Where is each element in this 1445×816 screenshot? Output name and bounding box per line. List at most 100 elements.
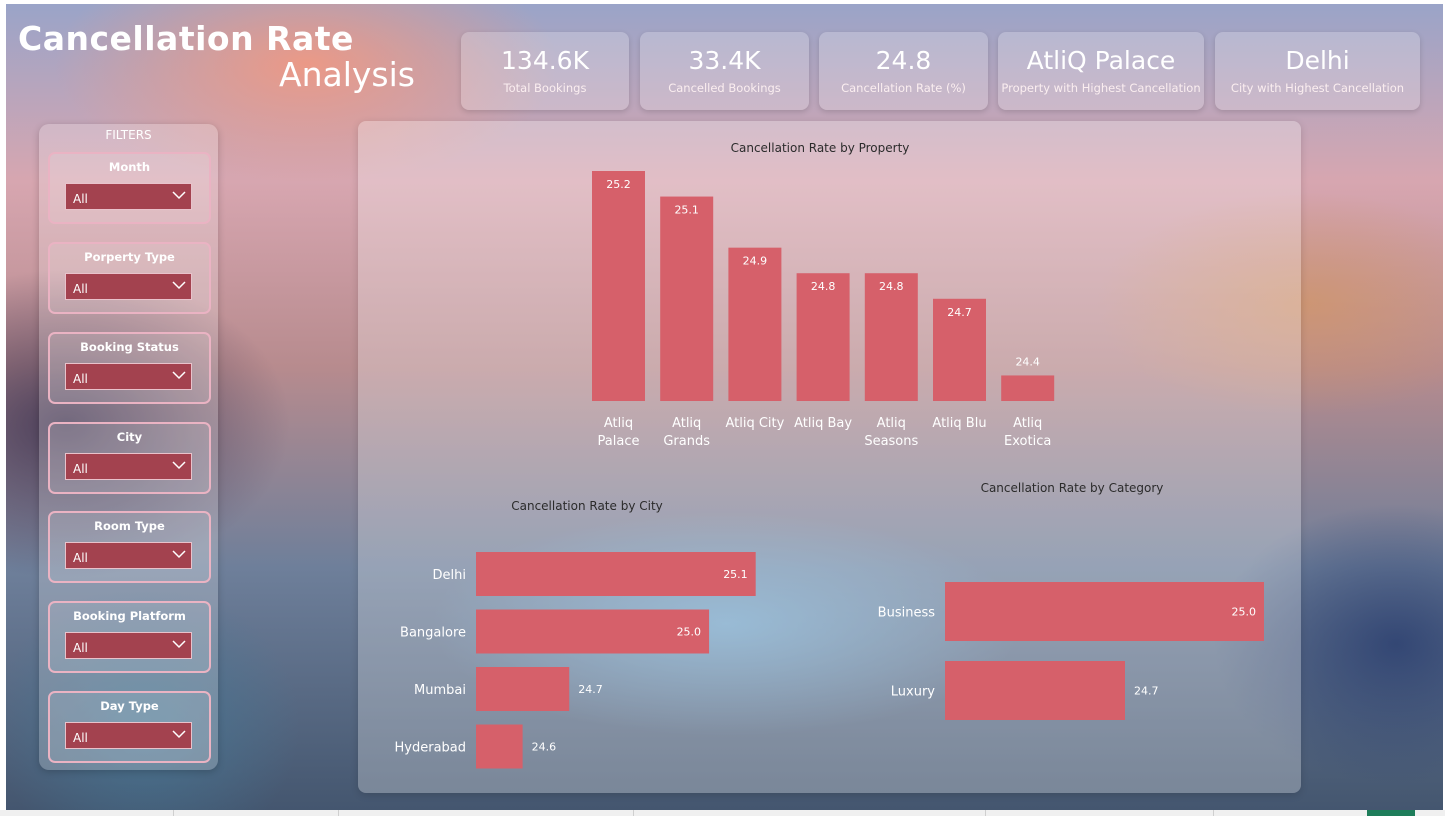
slicer-title: Booking Platform — [73, 609, 186, 623]
tab-divider — [633, 810, 634, 816]
dropdown-value: All — [73, 551, 88, 565]
dropdown-value: All — [73, 372, 88, 386]
y-tick-label: Bangalore — [400, 626, 466, 641]
property-type-dropdown[interactable]: All — [65, 273, 192, 300]
data-label: 24.8 — [879, 280, 904, 293]
month-slicer: Month All — [48, 152, 211, 224]
x-tick-label: Atliq Blu — [932, 416, 986, 431]
data-label: 24.7 — [1134, 685, 1159, 698]
chevron-down-icon — [172, 730, 186, 739]
month-dropdown[interactable]: All — [65, 183, 192, 210]
kpi-label: Cancellation Rate (%) — [841, 80, 966, 95]
booking-platform-dropdown[interactable]: All — [65, 632, 192, 659]
dropdown-value: All — [73, 192, 88, 206]
data-label: 25.1 — [723, 568, 748, 581]
room-type-slicer: Room Type All — [48, 511, 211, 583]
chevron-down-icon — [172, 550, 186, 559]
chart-title: Cancellation Rate by Property — [731, 141, 910, 155]
chevron-down-icon — [172, 461, 186, 470]
chevron-down-icon — [172, 281, 186, 290]
bar — [945, 582, 1264, 641]
data-label: 24.7 — [947, 306, 972, 319]
kpi-card-cancelled-bookings[interactable]: 33.4K Cancelled Bookings — [640, 32, 809, 110]
dropdown-value: All — [73, 731, 88, 745]
room-type-dropdown[interactable]: All — [65, 542, 192, 569]
kpi-label: Cancelled Bookings — [668, 80, 781, 95]
kpi-card-top-property[interactable]: AtliQ Palace Property with Highest Cance… — [998, 32, 1204, 110]
data-label: 24.4 — [1015, 355, 1039, 368]
data-label: 25.0 — [1232, 606, 1257, 619]
slicer-title: Month — [108, 160, 151, 174]
chevron-down-icon — [172, 371, 186, 380]
kpi-value: AtliQ Palace — [1026, 46, 1176, 75]
bar — [476, 609, 710, 654]
data-label: 24.8 — [811, 280, 836, 293]
data-label: 25.1 — [674, 204, 699, 217]
slicer-title: Day Type — [100, 699, 159, 713]
y-tick-label: Luxury — [891, 685, 936, 700]
page-subtitle: Analysis — [279, 55, 415, 94]
kpi-value: 24.8 — [875, 46, 932, 75]
y-tick-label: Mumbai — [414, 683, 466, 698]
filters-title: FILTERS — [105, 128, 152, 142]
day-type-dropdown[interactable]: All — [65, 722, 192, 749]
slicer-title: City — [116, 430, 143, 444]
bar — [864, 273, 918, 401]
bar — [1001, 375, 1055, 401]
bar — [933, 298, 986, 401]
bar — [945, 661, 1125, 720]
x-tick-label: Atliq — [604, 416, 633, 431]
chart-title: Cancellation Rate by City — [511, 499, 663, 513]
dropdown-value: All — [73, 641, 88, 655]
kpi-value: 134.6K — [501, 46, 589, 75]
chevron-down-icon — [172, 640, 186, 649]
kpi-label: Total Bookings — [503, 80, 587, 95]
y-tick-label: Business — [878, 606, 936, 621]
filters-panel: FILTERS Month All Porperty Type All Book… — [39, 124, 218, 770]
x-tick-label: Exotica — [1004, 434, 1051, 449]
tab-divider — [338, 810, 339, 816]
bar — [476, 667, 570, 711]
chevron-down-icon — [172, 191, 186, 200]
bar — [796, 273, 850, 401]
kpi-value: 33.4K — [688, 46, 761, 75]
x-tick-label: Atliq — [1013, 416, 1042, 431]
data-label: 25.0 — [677, 626, 702, 639]
y-tick-label: Delhi — [433, 568, 466, 583]
data-label: 24.7 — [578, 683, 603, 696]
kpi-card-total-bookings[interactable]: 134.6K Total Bookings — [461, 32, 629, 110]
slicer-title: Porperty Type — [84, 250, 175, 264]
dropdown-value: All — [73, 282, 88, 296]
x-tick-label: Atliq — [877, 416, 906, 431]
kpi-value: Delhi — [1285, 46, 1350, 75]
tab-divider — [173, 810, 174, 816]
kpi-card-cancellation-rate[interactable]: 24.8 Cancellation Rate (%) — [819, 32, 988, 110]
bar — [476, 724, 523, 769]
data-label: 24.9 — [743, 255, 768, 268]
data-label: 25.2 — [606, 178, 631, 191]
bar — [728, 247, 782, 401]
x-tick-label: Atliq — [672, 416, 701, 431]
property-type-slicer: Porperty Type All — [48, 242, 211, 314]
data-label: 24.6 — [532, 741, 557, 754]
page-title: Cancellation Rate — [18, 19, 354, 58]
booking-status-dropdown[interactable]: All — [65, 363, 192, 390]
page-tab-strip — [0, 810, 1445, 816]
bar — [592, 171, 645, 401]
bar — [660, 196, 714, 401]
kpi-label: City with Highest Cancellation — [1230, 80, 1405, 95]
active-page-tab[interactable] — [1367, 810, 1415, 816]
bar — [476, 552, 756, 596]
kpi-label: Property with Highest Cancellation — [1001, 80, 1201, 95]
slicer-title: Room Type — [94, 519, 165, 533]
y-tick-label: Hyderabad — [395, 741, 467, 756]
city-dropdown[interactable]: All — [65, 453, 192, 480]
booking-status-slicer: Booking Status All — [48, 332, 211, 404]
dropdown-value: All — [73, 462, 88, 476]
booking-platform-slicer: Booking Platform All — [48, 601, 211, 673]
kpi-card-top-city[interactable]: Delhi City with Highest Cancellation — [1215, 32, 1420, 110]
dashboard-canvas: Cancellation Rate Analysis 134.6K Total … — [6, 4, 1443, 810]
slicer-title: Booking Status — [80, 340, 179, 354]
tab-divider — [1213, 810, 1214, 816]
charts-panel: Cancellation Rate by Property 25.2 Atliq Pa… — [358, 121, 1301, 793]
